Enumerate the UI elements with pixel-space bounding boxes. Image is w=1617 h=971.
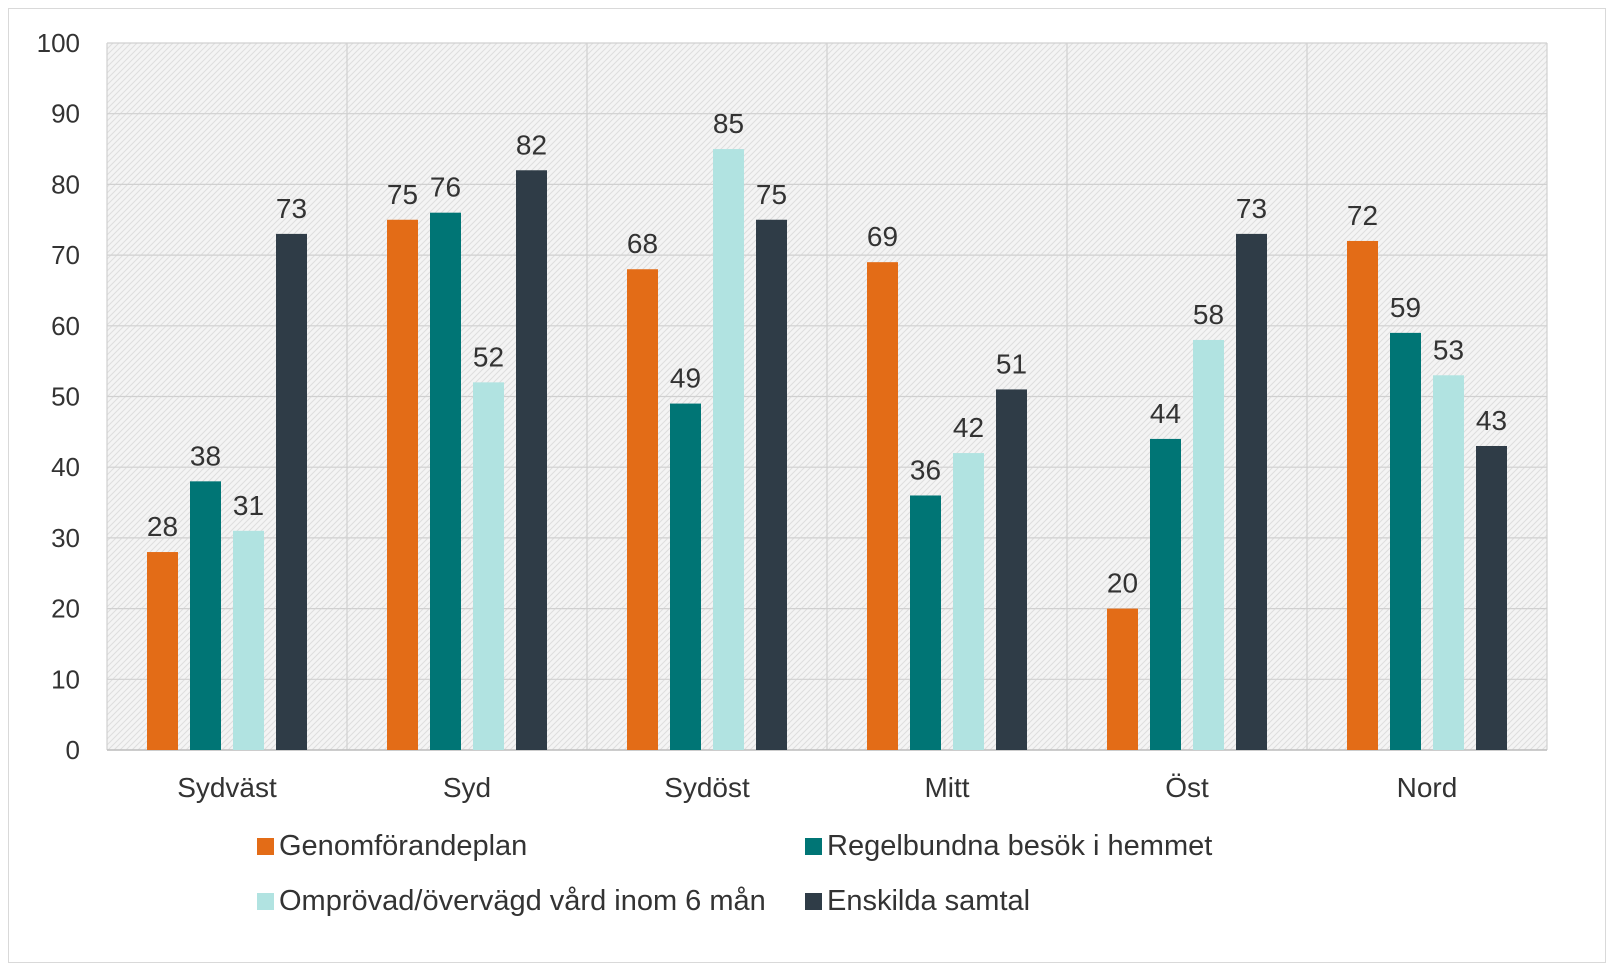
legend-swatch <box>805 893 822 910</box>
data-label: 20 <box>1107 568 1138 599</box>
legend-label: Genomförandeplan <box>279 830 527 862</box>
y-tick-label: 100 <box>37 28 80 58</box>
y-tick-label: 80 <box>51 169 80 199</box>
y-tick-label: 70 <box>51 240 80 270</box>
bar <box>190 481 221 750</box>
data-label: 28 <box>147 511 178 542</box>
data-label: 36 <box>910 454 941 485</box>
x-category-label: Öst <box>1165 772 1209 803</box>
bar <box>953 453 984 750</box>
data-label: 31 <box>233 490 264 521</box>
bar <box>233 530 264 750</box>
data-label: 69 <box>867 221 898 252</box>
data-label: 49 <box>670 363 701 394</box>
y-tick-label: 40 <box>51 452 80 482</box>
bars <box>147 149 1507 751</box>
x-category-label: Sydöst <box>664 772 750 803</box>
legend-label: Regelbundna besök i hemmet <box>827 830 1212 862</box>
legend-item: Enskilda samtal <box>805 885 1030 917</box>
y-tick-label: 90 <box>51 99 80 129</box>
bar <box>1236 233 1267 750</box>
legend-item: Omprövad/övervägd vård inom 6 mån <box>257 885 766 917</box>
legend: Genomförandeplan Regelbundna besök i hemm… <box>257 830 1212 917</box>
data-label: 43 <box>1476 405 1507 436</box>
data-label: 72 <box>1347 200 1378 231</box>
bar <box>430 212 461 750</box>
bar <box>387 219 418 750</box>
x-category-label: Sydväst <box>177 772 277 803</box>
legend-label: Enskilda samtal <box>827 885 1030 917</box>
x-category-label: Syd <box>443 772 491 803</box>
bar <box>473 382 504 750</box>
legend-swatch <box>257 838 274 855</box>
data-label: 75 <box>756 179 787 210</box>
data-label: 85 <box>713 108 744 139</box>
legend-item: Genomförandeplan <box>257 830 527 862</box>
bar <box>1107 608 1138 750</box>
y-axis-ticks: 0 10 20 30 40 50 60 70 80 90 100 <box>37 28 80 765</box>
bar <box>147 552 178 750</box>
bar <box>1390 332 1421 750</box>
y-tick-label: 50 <box>51 382 80 412</box>
x-category-label: Mitt <box>924 772 969 803</box>
y-tick-label: 60 <box>51 311 80 341</box>
bar <box>627 269 658 750</box>
legend-swatch <box>257 893 274 910</box>
data-label: 76 <box>430 172 461 203</box>
data-label: 82 <box>516 129 547 160</box>
y-tick-label: 0 <box>66 735 80 765</box>
data-label: 52 <box>473 341 504 372</box>
y-tick-label: 10 <box>51 664 80 694</box>
bar <box>996 389 1027 750</box>
legend-swatch <box>805 838 822 855</box>
data-label: 53 <box>1433 334 1464 365</box>
bar <box>713 149 744 751</box>
data-labels: 28 38 31 73 75 76 52 82 68 49 85 75 69 36 42 51 20 44 58 73… <box>147 108 1507 599</box>
data-label: 42 <box>953 412 984 443</box>
bar <box>910 495 941 750</box>
y-tick-label: 30 <box>51 523 80 553</box>
data-label: 51 <box>996 348 1027 379</box>
data-label: 58 <box>1193 299 1224 330</box>
bar <box>1347 240 1378 750</box>
x-category-label: Nord <box>1397 772 1458 803</box>
bar <box>1150 438 1181 750</box>
bar <box>276 233 307 750</box>
data-label: 38 <box>190 440 221 471</box>
bar <box>1476 445 1507 750</box>
bar <box>670 403 701 750</box>
bar <box>1193 339 1224 750</box>
data-label: 44 <box>1150 398 1181 429</box>
bar <box>867 262 898 750</box>
data-label: 68 <box>627 228 658 259</box>
data-label: 59 <box>1390 292 1421 323</box>
legend-item: Regelbundna besök i hemmet <box>805 830 1212 862</box>
gridlines <box>106 42 1548 751</box>
x-axis-categories: Sydväst Syd Sydöst Mitt Öst Nord <box>177 772 1457 803</box>
bar <box>1433 375 1464 750</box>
bar <box>516 170 547 750</box>
legend-label: Omprövad/övervägd vård inom 6 mån <box>279 885 766 917</box>
data-label: 75 <box>387 179 418 210</box>
data-label: 73 <box>276 193 307 224</box>
bar <box>756 219 787 750</box>
data-label: 73 <box>1236 193 1267 224</box>
y-tick-label: 20 <box>51 594 80 624</box>
